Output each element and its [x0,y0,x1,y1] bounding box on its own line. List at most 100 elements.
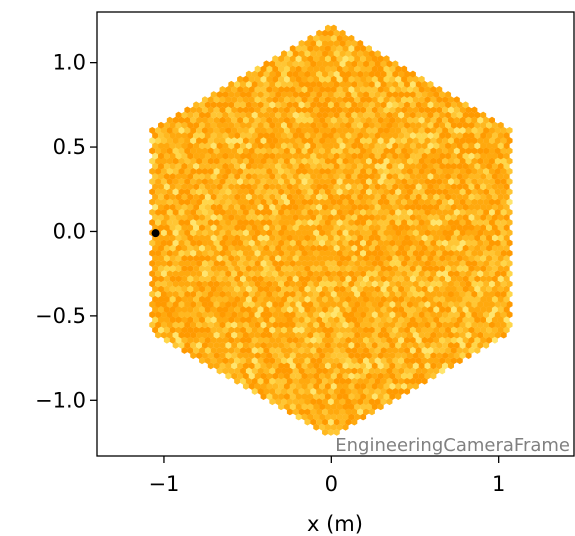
camera-pixel [307,198,314,206]
camera-pixel [196,341,203,349]
camera-pixel [421,357,428,365]
camera-pixel [392,80,399,88]
camera-pixel [237,106,244,114]
camera-pixel [181,152,188,160]
camera-pixel [506,137,513,145]
camera-pixel [424,219,431,226]
camera-pixel [453,96,460,104]
camera-pixel [257,346,264,354]
camera-pixel [427,203,434,211]
camera-pixel [453,290,460,298]
camera-pixel [234,224,241,232]
camera-pixel [351,162,358,170]
camera-pixel [330,341,337,349]
camera-pixel [269,132,276,139]
camera-pixel [480,306,487,313]
camera-pixel [351,244,358,252]
camera-pixel [380,346,387,354]
camera-pixel [456,111,463,119]
camera-pixel [500,290,507,298]
camera-pixel [433,173,440,180]
camera-pixel [374,285,381,293]
camera-pixel [406,178,413,186]
camera-pixel [471,321,478,329]
camera-pixel [383,106,390,114]
camera-pixel [398,142,405,150]
camera-pixel [324,362,331,370]
camera-pixel [178,280,185,288]
camera-pixel [339,295,346,303]
camera-pixel [363,398,370,406]
camera-pixel [283,331,290,339]
camera-pixel [503,224,510,232]
camera-pixel [491,295,498,303]
camera-pixel [216,224,223,232]
camera-pixel [447,126,454,134]
camera-pixel [380,316,387,324]
camera-pixel [465,259,472,267]
camera-pixel [389,362,396,370]
camera-pixel [506,300,513,308]
camera-pixel [219,249,226,257]
camera-pixel [292,60,299,68]
camera-pixel [272,219,279,226]
camera-pixel [462,265,469,273]
camera-pixel [310,316,317,324]
camera-pixel [254,219,261,226]
camera-pixel [333,70,340,78]
camera-pixel [401,311,408,319]
camera-pixel [237,157,244,165]
camera-pixel [196,352,203,360]
camera-pixel [368,387,375,395]
camera-pixel [196,229,203,237]
camera-pixel [365,249,372,257]
camera-pixel [459,178,466,186]
camera-pixel [486,265,493,273]
camera-pixel [486,121,493,129]
camera-pixel [436,178,443,186]
camera-pixel [421,203,428,211]
camera-pixel [169,336,176,344]
camera-pixel [242,178,249,186]
camera-pixel [418,86,425,93]
camera-pixel [447,188,454,196]
camera-pixel [283,393,290,400]
camera-pixel [342,45,349,52]
camera-pixel [201,147,208,155]
camera-pixel [307,372,314,380]
camera-pixel [327,295,334,303]
camera-pixel [257,70,264,78]
camera-pixel [251,193,258,201]
camera-pixel [415,326,422,334]
camera-pixel [304,326,311,334]
camera-pixel [380,275,387,283]
camera-pixel [190,249,197,257]
camera-pixel [453,249,460,257]
camera-pixel [260,372,267,380]
camera-pixel [392,275,399,283]
camera-pixel [324,24,331,32]
camera-pixel [474,162,481,170]
camera-pixel [477,219,484,226]
camera-pixel [199,132,206,139]
camera-pixel [234,285,241,293]
camera-pixel [310,285,317,293]
camera-pixel [383,208,390,216]
camera-pixel [286,183,293,191]
camera-pixel [406,249,413,257]
camera-pixel [421,224,428,232]
camera-pixel [415,346,422,354]
camera-pixel [298,408,305,416]
camera-pixel [494,321,501,329]
camera-pixel [187,316,194,324]
camera-pixel [172,290,179,298]
camera-pixel [272,188,279,196]
camera-pixel [283,280,290,288]
camera-pixel [436,290,443,298]
camera-pixel [251,377,258,385]
camera-pixel [322,173,329,180]
camera-pixel [281,111,288,119]
camera-pixel [383,341,390,349]
camera-pixel [383,382,390,390]
camera-pixel [395,270,402,278]
